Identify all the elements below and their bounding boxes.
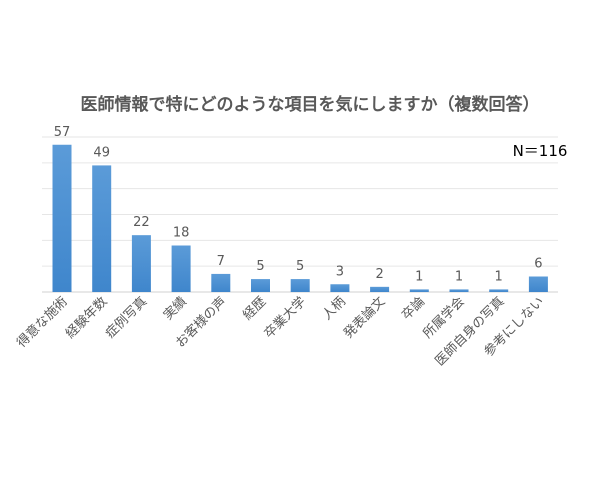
- data-label: 1: [415, 269, 423, 284]
- category-label: 経験年数: [63, 294, 110, 341]
- data-label: 7: [217, 254, 225, 269]
- category-label: 卒業大学: [261, 294, 309, 342]
- category-label: 得意な施術: [14, 294, 71, 351]
- bar: [171, 245, 191, 292]
- category-label: 症例写真: [103, 294, 150, 341]
- category-label: 卒論: [398, 294, 428, 324]
- bar: [528, 276, 548, 292]
- data-label: 49: [93, 145, 110, 160]
- bar: [92, 165, 112, 292]
- bar: [211, 273, 231, 292]
- category-label: 経歴: [240, 294, 269, 323]
- category-label: 実績: [160, 294, 190, 324]
- data-label: 5: [256, 259, 264, 274]
- data-label: 2: [375, 267, 383, 282]
- bar: [489, 289, 509, 292]
- chart-title: 医師情報で特にどのような項目を気にしますか（複数回答）: [81, 94, 540, 115]
- bar: [131, 235, 151, 292]
- data-label: 1: [455, 269, 463, 284]
- bar: [290, 279, 310, 292]
- bar: [330, 284, 350, 292]
- data-label: 5: [296, 259, 304, 274]
- data-label: 3: [336, 264, 344, 279]
- bar: [370, 286, 390, 292]
- data-label: 18: [173, 226, 190, 241]
- data-label: 57: [54, 125, 71, 140]
- bar: [52, 144, 72, 292]
- category-label: 発表論文: [340, 294, 388, 342]
- category-label: 人柄: [320, 294, 349, 323]
- data-label: 1: [495, 269, 503, 284]
- data-label: 22: [133, 215, 150, 230]
- category-label: 医師自身の写真: [432, 294, 508, 370]
- data-label: 6: [534, 257, 542, 272]
- bar: [409, 289, 429, 292]
- sample-size-annotation: N＝116: [513, 142, 568, 160]
- bar: [251, 279, 270, 292]
- bar: [449, 289, 469, 292]
